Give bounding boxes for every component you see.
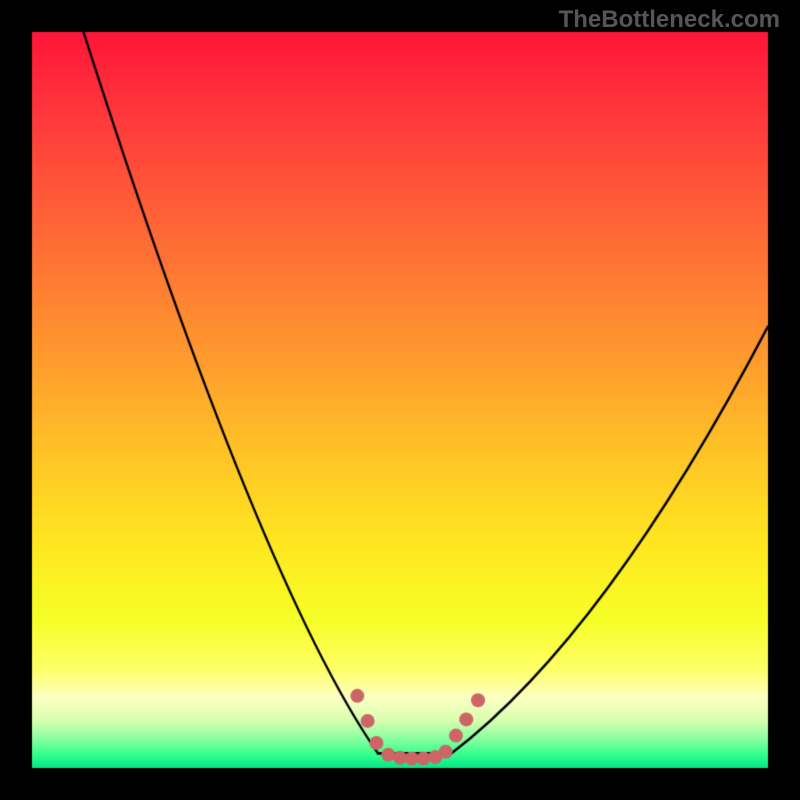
bottleneck-v-curve-chart [0, 0, 800, 800]
chart-stage: TheBottleneck.com [0, 0, 800, 800]
